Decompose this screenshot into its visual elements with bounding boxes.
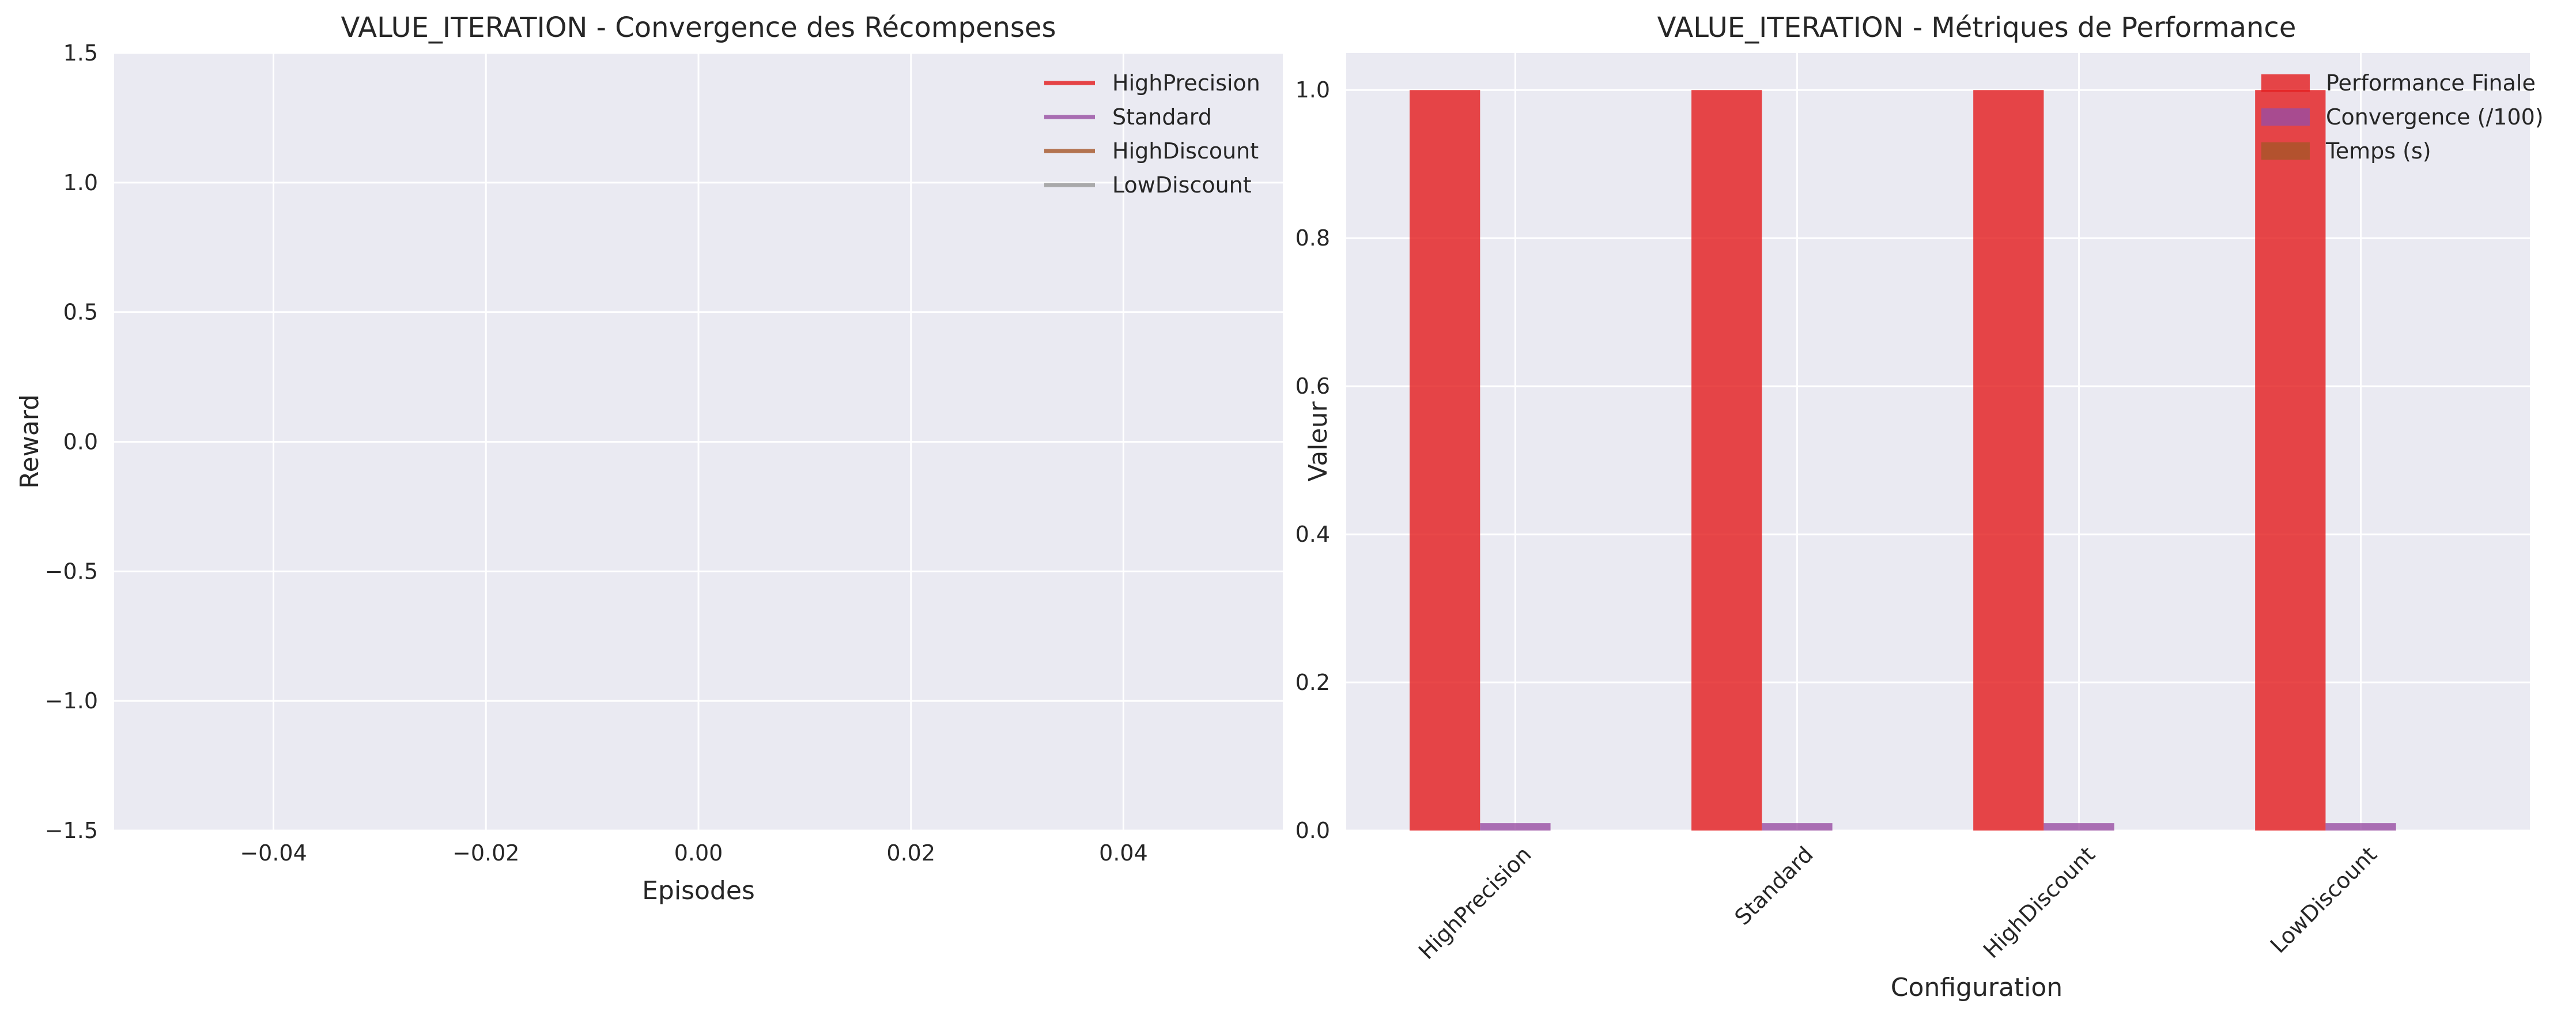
left-y-tick-label: 0.0: [63, 429, 98, 455]
right-legend-label: Temps (s): [2325, 138, 2431, 164]
bar-performance-finale-lowdiscount: [2255, 90, 2326, 831]
left-x-tick-label: −0.04: [240, 840, 307, 866]
right-legend-swatch: [2261, 142, 2310, 160]
right-x-tick-label: HighPrecision: [1414, 841, 1536, 964]
right-y-tick-label: 0.6: [1295, 373, 1330, 399]
right-x-tick-label: Standard: [1729, 841, 1818, 930]
reward-convergence-chart: −0.04 −0.02 0.00 0.02 0.04 1.5 1.0 0.5 0.0 −0.5 −…: [15, 12, 1283, 905]
left-legend-label: Standard: [1112, 104, 1212, 130]
left-y-tick-label: 1.0: [63, 170, 98, 195]
left-grid: [114, 52, 1283, 832]
right-legend-swatch: [2261, 108, 2310, 126]
right-legend: Performance Finale Convergence (/100) Temp…: [2261, 70, 2544, 164]
left-chart-title: VALUE_ITERATION - Convergence des Récomp…: [341, 12, 1056, 44]
right-x-tick-label: LowDiscount: [2265, 841, 2382, 958]
right-y-ticks: 1.0 0.8 0.6 0.4 0.2 0.0: [1295, 77, 1330, 843]
right-grid: [1346, 53, 2530, 832]
left-y-tick-label: 0.5: [63, 300, 98, 325]
left-x-tick-label: 0.04: [1099, 840, 1148, 866]
left-y-tick-label: 1.5: [63, 40, 98, 66]
left-y-tick-label: −1.0: [45, 688, 98, 714]
left-x-axis-label: Episodes: [642, 876, 755, 905]
bar-convergence-100--highprecision: [1480, 823, 1551, 831]
right-legend-label: Performance Finale: [2326, 70, 2536, 96]
left-x-tick-label: 0.00: [674, 840, 723, 866]
left-x-tick-label: −0.02: [452, 840, 519, 866]
left-x-ticks: −0.04 −0.02 0.00 0.02 0.04: [240, 840, 1147, 866]
right-bars: [1410, 90, 2396, 831]
left-legend-label: HighDiscount: [1112, 138, 1259, 164]
right-legend-swatch: [2261, 74, 2310, 92]
right-x-ticks: HighPrecision Standard HighDiscount LowDisc…: [1414, 841, 2382, 964]
bar-performance-finale-highdiscount: [1973, 90, 2044, 831]
left-legend: HighPrecision Standard HighDiscount LowDisc…: [1044, 70, 1260, 198]
left-legend-label: HighPrecision: [1112, 70, 1260, 96]
right-y-tick-label: 1.0: [1295, 77, 1330, 103]
bar-convergence-100--highdiscount: [2044, 823, 2114, 831]
right-x-axis-label: Configuration: [1891, 973, 2063, 1002]
right-legend-label: Convergence (/100): [2326, 104, 2544, 130]
performance-metrics-chart: HighPrecision Standard HighDiscount LowDisc…: [1295, 12, 2544, 1002]
bar-convergence-100--standard: [1762, 823, 1833, 831]
left-y-ticks: 1.5 1.0 0.5 0.0 −0.5 −1.0 −1.5: [45, 40, 98, 843]
bar-convergence-100--lowdiscount: [2325, 823, 2396, 831]
right-y-tick-label: 0.4: [1295, 522, 1330, 547]
right-y-tick-label: 0.8: [1295, 225, 1330, 251]
bar-performance-finale-standard: [1691, 90, 1762, 831]
bar-performance-finale-highprecision: [1410, 90, 1480, 831]
right-chart-title: VALUE_ITERATION - Métriques de Performan…: [1657, 12, 2297, 44]
right-y-tick-label: 0.2: [1295, 670, 1330, 695]
left-legend-label: LowDiscount: [1112, 172, 1252, 198]
left-x-tick-label: 0.02: [886, 840, 935, 866]
right-y-axis-label: Valeur: [1304, 401, 1333, 482]
right-y-tick-label: 0.0: [1295, 818, 1330, 843]
left-y-axis-label: Reward: [15, 394, 44, 489]
left-y-tick-label: −0.5: [45, 558, 98, 584]
left-y-tick-label: −1.5: [45, 818, 98, 843]
right-x-tick-label: HighDiscount: [1978, 841, 2100, 963]
right-plot-area: [1346, 53, 2530, 831]
